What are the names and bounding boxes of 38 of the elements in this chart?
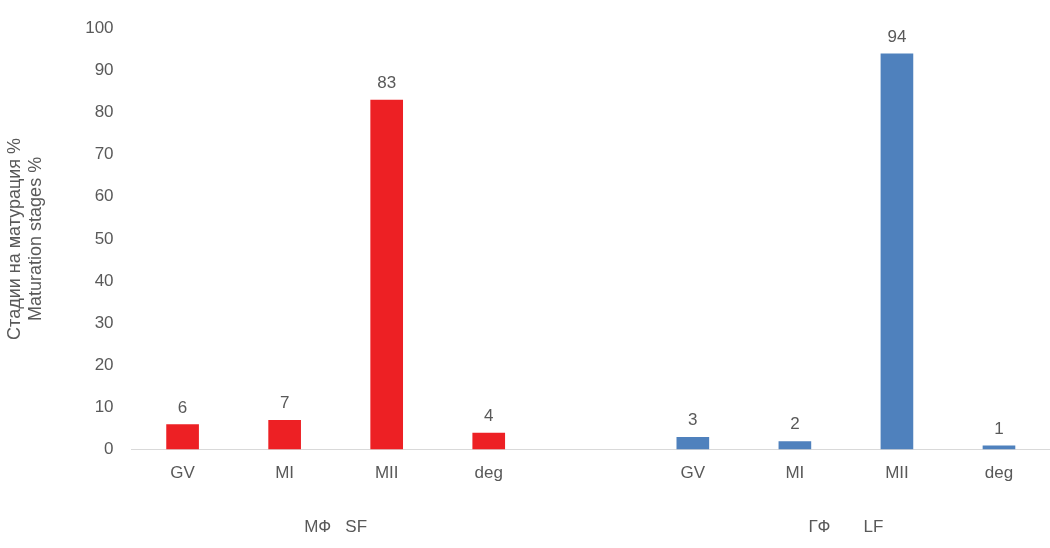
x-tick-label: GV [680, 463, 706, 483]
data-label: 4 [484, 405, 494, 425]
bar [676, 436, 710, 450]
bar [778, 441, 812, 450]
y-tick-label: 40 [94, 270, 114, 290]
bar [370, 99, 404, 450]
x-tick-label: deg [474, 463, 503, 483]
y-tick-label: 80 [94, 102, 114, 122]
bar [880, 53, 914, 450]
bar [472, 432, 506, 450]
y-tick-label: 50 [94, 228, 114, 248]
text: МФ SF [304, 517, 368, 537]
data-label: 6 [177, 397, 188, 417]
y-tick-label: 10 [94, 397, 114, 417]
y-tick-label: 60 [94, 186, 114, 206]
x-tick-label: deg [984, 463, 1014, 483]
data-label: 7 [279, 393, 290, 413]
bar [268, 420, 301, 450]
data-label: 1 [994, 418, 1004, 438]
x-tick-label: MII [374, 463, 399, 483]
y-axis-title: Стадии на матурация % Maturation stages % [3, 137, 46, 340]
y-tick-label: 70 [94, 144, 114, 164]
data-label: 3 [688, 410, 698, 430]
x-tick-label: GV [170, 463, 196, 483]
data-label: 2 [790, 414, 800, 434]
x-tick-label: MII [885, 463, 909, 483]
data-label: 94 [887, 26, 907, 46]
y-tick-label: 100 [85, 17, 114, 37]
x-tick-label: MI [785, 463, 805, 483]
y-tick-label: 20 [94, 355, 114, 375]
text: ГФ LF [808, 517, 884, 537]
x-tick-label: MI [275, 463, 295, 483]
data-label: 83 [377, 73, 397, 93]
y-tick-label: 0 [104, 439, 114, 459]
bar [982, 445, 1016, 450]
bar [166, 424, 199, 450]
y-tick-label: 30 [94, 312, 114, 332]
y-tick-label: 90 [94, 60, 114, 80]
